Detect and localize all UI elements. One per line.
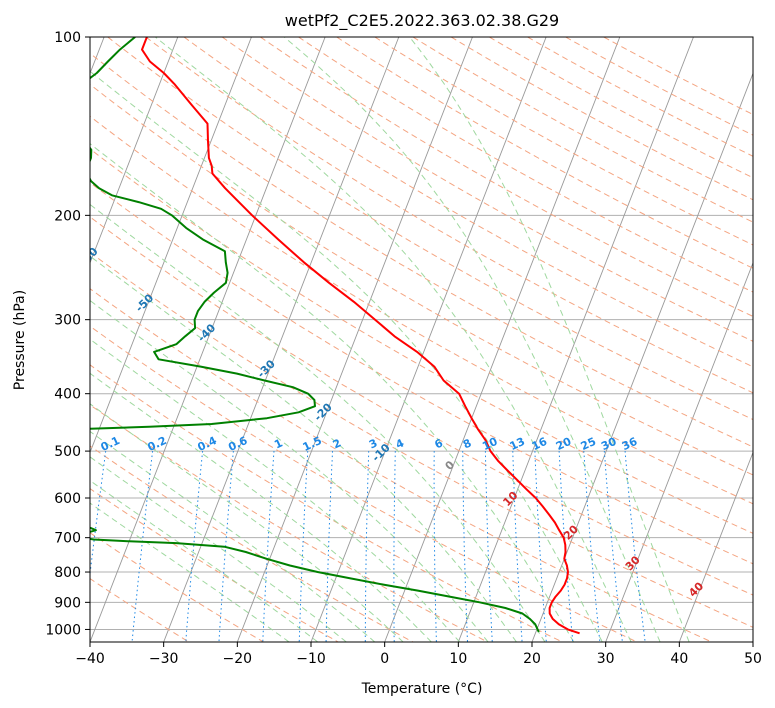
moist-adiabat-line	[90, 480, 319, 642]
x-tick-label: −30	[149, 651, 179, 667]
mixing-ratio-line	[298, 451, 309, 642]
dry-adiabat-line	[90, 325, 638, 642]
isotherm-label: -60	[77, 245, 100, 268]
moist-adiabat-line	[90, 299, 489, 642]
y-tick-label: 1000	[45, 622, 81, 638]
dry-adiabat-line	[107, 37, 753, 421]
dry-adiabat-line	[298, 37, 753, 293]
x-tick-label: 50	[744, 651, 762, 667]
y-tick-label: 600	[54, 491, 81, 507]
x-tick-label: 10	[449, 651, 467, 667]
mixing-ratio-line	[90, 451, 107, 578]
dry-adiabat-line	[90, 288, 712, 642]
mixing-ratio-line	[534, 451, 547, 642]
isotherm-line	[384, 37, 621, 642]
mixing-ratio-line	[364, 451, 370, 642]
x-axis: −40 −30 −20 −10 0 10 20 30 40 50	[75, 642, 762, 667]
y-tick-label: 300	[54, 313, 81, 329]
isotherm-line	[90, 37, 179, 265]
dry-adiabat-line	[90, 115, 753, 505]
x-tick-label: −10	[296, 651, 326, 667]
moist-adiabat-line	[90, 255, 517, 642]
x-tick-label: −40	[75, 651, 105, 667]
moist-adiabat-line	[90, 430, 376, 642]
mixing-ratio-label: 25	[579, 435, 598, 453]
mixing-ratio-line	[325, 451, 333, 642]
dry-adiabat-line	[336, 37, 753, 269]
x-tick-label: −20	[223, 651, 253, 667]
mixing-ratio-line	[433, 451, 437, 642]
x-tick-label: 40	[670, 651, 688, 667]
y-tick-label: 200	[54, 208, 81, 224]
y-tick-label: 900	[54, 595, 81, 611]
isotherm-line	[90, 37, 252, 454]
moist-adiabat-line	[90, 403, 404, 642]
moist-adiabat-line	[90, 70, 603, 642]
y-axis-title: Pressure (hPa)	[12, 290, 28, 390]
mixing-ratio-label: 30	[599, 435, 619, 453]
mixing-ratio-line	[603, 451, 623, 642]
dry-adiabat-line	[145, 37, 753, 394]
isotherm-line	[605, 261, 753, 642]
x-tick-label: 20	[523, 651, 541, 667]
x-tick-label: 0	[380, 651, 389, 667]
dry-adiabat-line	[450, 37, 753, 201]
dry-adiabat-line	[527, 37, 753, 157]
dry-adiabat-line	[183, 37, 753, 368]
mixing-ratio-line	[393, 451, 396, 642]
y-tick-label: 800	[54, 565, 81, 581]
isotherm-line	[236, 37, 473, 642]
x-axis-title: Temperature (°C)	[361, 681, 483, 697]
series-layer	[90, 37, 580, 635]
moist-adiabat-line	[409, 37, 690, 642]
mixing-ratio-line	[484, 451, 493, 642]
moist-adiabat-line	[90, 502, 290, 642]
mixing-ratio-line	[218, 451, 234, 642]
y-tick-label: 400	[54, 387, 81, 403]
moist-adiabat-line	[283, 37, 661, 642]
mixing-ratio-label: 36	[620, 435, 640, 453]
mixing-ratio-line	[131, 451, 154, 642]
mixing-ratio-label: 13	[508, 435, 527, 453]
mixing-ratio-line	[185, 451, 204, 642]
mixing-ratio-line	[624, 451, 646, 642]
y-tick-label: 500	[54, 444, 81, 460]
plot-frame	[89, 36, 754, 643]
isotherm-line	[457, 37, 694, 642]
moist-adiabat-line	[90, 203, 546, 642]
mixing-ratio-line	[462, 451, 468, 642]
moist-adiabat-line	[90, 143, 575, 642]
moist-adiabat-line	[90, 372, 432, 642]
mixing-ratio-line	[583, 451, 601, 642]
moist-adiabat-line	[90, 456, 347, 642]
mixing-ratio-label: 16	[530, 435, 550, 453]
y-tick-label: 700	[54, 531, 81, 547]
dry-adiabat-line	[90, 251, 753, 628]
isotherm-line	[678, 451, 753, 642]
dry-adiabat-line	[90, 83, 753, 476]
mixing-ratio-line	[512, 451, 523, 642]
mixing-ratio-label: 20	[554, 435, 574, 453]
dry-adiabat-line	[90, 532, 264, 642]
y-axis: 100 200 300 400 500 600 700 800 900 1000	[45, 30, 90, 638]
dry-adiabat-line	[90, 216, 753, 596]
dewpoint-profile-line	[90, 37, 540, 633]
moist-adiabat-line	[154, 37, 632, 642]
temperature-profile-line	[141, 37, 580, 635]
background-lines	[90, 37, 753, 642]
mixing-ratio-label: 10	[480, 435, 500, 453]
x-tick-label: 30	[597, 651, 615, 667]
dry-adiabat-line	[221, 37, 753, 342]
chart-title: wetPf2_C2E5.2022.363.02.38.G29	[285, 11, 559, 31]
dry-adiabat-line	[90, 364, 563, 642]
dry-adiabat-line	[412, 37, 753, 223]
isotherm-line	[163, 37, 400, 642]
isotherm-line	[531, 72, 753, 642]
y-tick-label: 100	[54, 30, 81, 46]
mixing-ratio-line	[262, 451, 275, 642]
